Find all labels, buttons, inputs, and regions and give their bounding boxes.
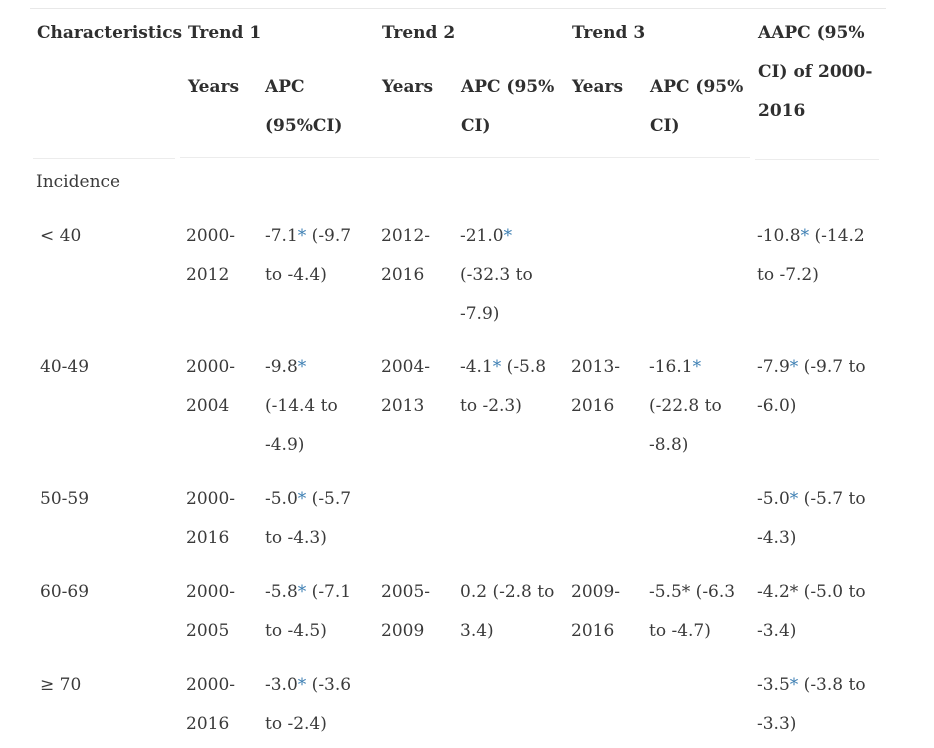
significance-asterisk: * [681,582,691,602]
apc-value: 0.2 [460,582,488,602]
aapc-value: -5.0* (-5.7 to -4.3) [757,480,875,558]
trend-2-years: 2004-2013 [381,357,431,416]
apc-value: -5.0 [757,489,790,509]
header-trend-2: Trend 2 [382,23,456,43]
confidence-interval: (-7.1 to -4.5) [265,582,352,641]
trend-1-years: 2000-2004 [186,357,236,416]
apc-value: -4.1 [460,357,493,377]
row-label: ≥ 70 [40,675,82,695]
significance-asterisk: * [503,226,513,246]
trend-2-apc: -4.1* (-5.8 to -2.3) [460,348,560,426]
apc-value: -16.1 [649,357,693,377]
significance-asterisk: * [800,226,810,246]
significance-asterisk: * [297,489,307,509]
table-top-border [30,8,886,9]
confidence-interval: (-2.8 to 3.4) [460,582,555,641]
trend-1-apc: -9.8* (-14.4 to -4.9) [265,348,361,465]
trend-1-years: 2000-2016 [186,489,236,548]
trend-2-apc: 0.2 (-2.8 to 3.4) [460,573,560,651]
apc-value: -3.0 [265,675,298,695]
trend-3-years: 2013-2016 [571,357,621,416]
confidence-interval: (-6.3 to -4.7) [649,582,736,641]
apc-value: -3.5 [757,675,790,695]
trend-2-years: 2012-2016 [381,226,431,285]
significance-asterisk: * [789,489,799,509]
confidence-interval: (-5.7 to -4.3) [757,489,866,548]
row-label: < 40 [40,226,82,246]
confidence-interval: (-3.6 to -2.4) [265,675,352,734]
header-trend-1-years: Years [188,77,240,97]
aapc-value: -4.2* (-5.0 to -3.4) [757,573,875,651]
header-divider-right [755,159,879,160]
significance-asterisk: * [789,582,799,602]
trend-3-apc: -5.5* (-6.3 to -4.7) [649,573,749,651]
aapc-value: -3.5* (-3.8 to -3.3) [757,666,875,744]
header-aapc: AAPC (95% CI) of 2000-2016 [758,23,873,121]
header-trend-3-years: Years [572,77,624,97]
confidence-interval: (-9.7 to -4.4) [265,226,352,285]
confidence-interval: (-5.8 to -2.3) [460,357,547,416]
significance-asterisk: * [492,357,502,377]
apc-value: -7.1 [265,226,298,246]
header-trend-3: Trend 3 [572,23,646,43]
significance-asterisk: * [692,357,702,377]
confidence-interval: (-9.7 to -6.0) [757,357,866,416]
trend-1-apc: -5.8* (-7.1 to -4.5) [265,573,361,651]
header-divider-middle [180,157,750,158]
confidence-interval: (-14.4 to -4.9) [265,396,338,455]
apc-value: -5.5 [649,582,682,602]
apc-value: -5.8 [265,582,298,602]
trend-1-years: 2000-2016 [186,675,236,734]
apc-value: -9.8 [265,357,298,377]
apc-value: -7.9 [757,357,790,377]
trend-1-apc: -5.0* (-5.7 to -4.3) [265,480,361,558]
header-characteristics: Characteristics [37,23,183,43]
apc-value: -4.2 [757,582,790,602]
confidence-interval: (-22.8 to -8.8) [649,396,722,455]
apc-value: -5.0 [265,489,298,509]
significance-asterisk: * [789,675,799,695]
confidence-interval: (-5.7 to -4.3) [265,489,352,548]
trend-3-years: 2009-2016 [571,582,621,641]
significance-asterisk: * [297,582,307,602]
header-divider-left [33,158,175,159]
significance-asterisk: * [789,357,799,377]
aapc-value: -7.9* (-9.7 to -6.0) [757,348,875,426]
header-trend-1-apc: APC (95%CI) [265,77,343,136]
significance-asterisk: * [297,675,307,695]
apc-value: -10.8 [757,226,801,246]
trend-1-years: 2000-2012 [186,226,236,285]
header-trend-2-years: Years [382,77,434,97]
trend-1-apc: -3.0* (-3.6 to -2.4) [265,666,361,744]
section-label-incidence: Incidence [36,172,121,192]
trend-1-years: 2000-2005 [186,582,236,641]
row-label: 50-59 [40,489,90,509]
row-label: 40-49 [40,357,90,377]
trend-3-apc: -16.1* (-22.8 to -8.8) [649,348,749,465]
trend-2-apc: -21.0* (-32.3 to -7.9) [460,217,560,334]
significance-asterisk: * [297,357,307,377]
row-label: 60-69 [40,582,90,602]
significance-asterisk: * [297,226,307,246]
apc-value: -21.0 [460,226,504,246]
trend-2-years: 2005-2009 [381,582,431,641]
header-trend-3-apc: APC (95% CI) [650,77,744,136]
confidence-interval: (-3.8 to -3.3) [757,675,866,734]
confidence-interval: (-32.3 to -7.9) [460,265,533,324]
header-trend-2-apc: APC (95% CI) [461,77,555,136]
header-trend-1: Trend 1 [188,23,262,43]
confidence-interval: (-14.2 to -7.2) [757,226,865,285]
trend-1-apc: -7.1* (-9.7 to -4.4) [265,217,361,295]
aapc-value: -10.8* (-14.2 to -7.2) [757,217,875,295]
confidence-interval: (-5.0 to -3.4) [757,582,866,641]
